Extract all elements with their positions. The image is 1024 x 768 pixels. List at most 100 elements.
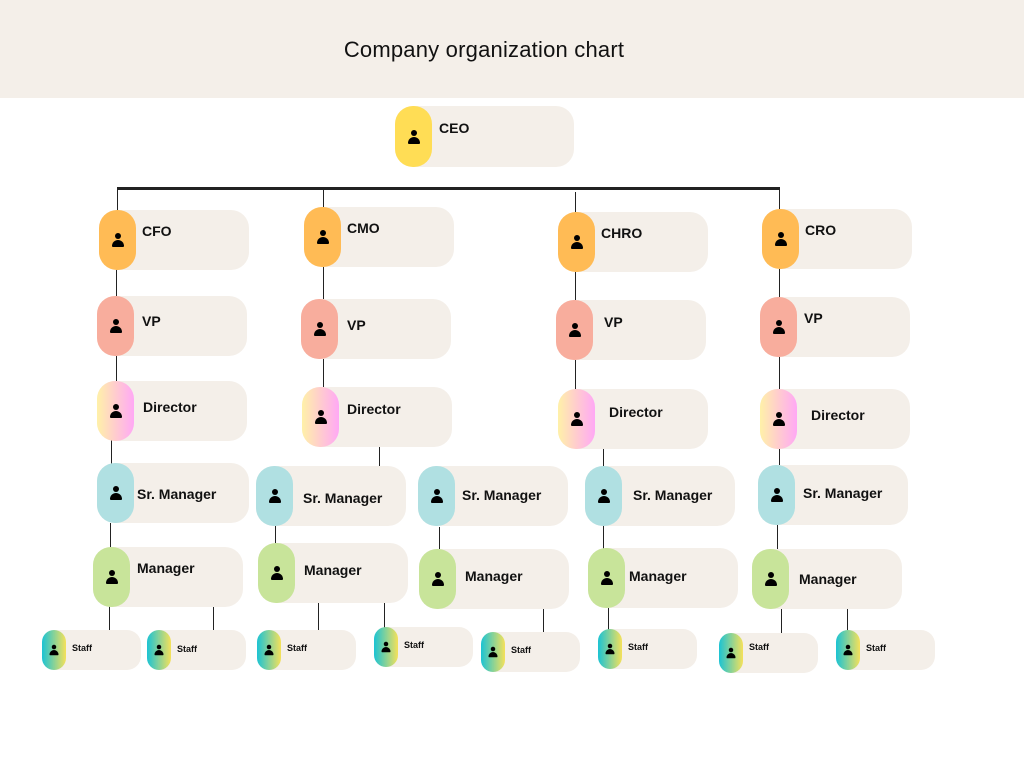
node-label: Staff bbox=[866, 643, 886, 653]
node-director[interactable]: Director bbox=[302, 387, 452, 447]
role-badge bbox=[258, 543, 295, 603]
person-icon bbox=[407, 129, 420, 144]
role-badge bbox=[257, 630, 281, 670]
person-icon bbox=[313, 322, 326, 336]
node-label: CEO bbox=[439, 120, 470, 136]
node-staff[interactable]: Staff bbox=[42, 630, 141, 670]
person-icon bbox=[770, 488, 783, 502]
node-staff[interactable]: Staff bbox=[481, 632, 580, 672]
person-icon bbox=[381, 641, 391, 653]
node-label: Director bbox=[143, 399, 197, 415]
person-icon bbox=[154, 644, 164, 656]
person-icon bbox=[488, 646, 498, 658]
connector bbox=[575, 271, 576, 301]
node-staff[interactable]: Staff bbox=[374, 627, 473, 667]
role-badge bbox=[588, 548, 625, 608]
role-badge bbox=[147, 630, 171, 670]
connector bbox=[110, 523, 111, 548]
node-staff[interactable]: Staff bbox=[836, 630, 935, 670]
role-badge bbox=[395, 106, 432, 167]
node-cfo[interactable]: CFO bbox=[99, 210, 249, 270]
header-banner bbox=[0, 0, 1024, 98]
node-manager[interactable]: Manager bbox=[93, 547, 243, 607]
connector bbox=[111, 440, 112, 465]
connector bbox=[323, 188, 324, 208]
node-label: Staff bbox=[177, 644, 197, 654]
node-sr-manager[interactable]: Sr. Manager bbox=[256, 466, 406, 526]
node-vp[interactable]: VP bbox=[97, 296, 247, 356]
node-label: CRO bbox=[805, 222, 837, 238]
node-label: Manager bbox=[629, 568, 687, 584]
node-director[interactable]: Director bbox=[97, 381, 247, 441]
person-icon bbox=[843, 644, 853, 656]
node-manager[interactable]: Manager bbox=[258, 543, 408, 603]
role-badge bbox=[418, 466, 455, 526]
node-label: Director bbox=[811, 407, 865, 423]
person-icon bbox=[431, 572, 444, 586]
node-cmo[interactable]: CMO bbox=[304, 207, 454, 267]
node-sr-manager[interactable]: Sr. Manager bbox=[97, 463, 249, 523]
role-badge bbox=[836, 630, 860, 670]
person-icon bbox=[600, 571, 613, 585]
node-staff[interactable]: Staff bbox=[719, 633, 818, 673]
connector bbox=[116, 268, 117, 298]
node-label: Manager bbox=[304, 562, 362, 578]
role-badge bbox=[719, 633, 743, 673]
node-sr-manager[interactable]: Sr. Manager bbox=[585, 466, 735, 526]
person-icon bbox=[109, 486, 122, 500]
node-ceo[interactable]: CEO bbox=[395, 106, 574, 167]
node-label: VP bbox=[347, 317, 366, 333]
person-icon bbox=[270, 566, 283, 580]
role-badge bbox=[558, 389, 595, 449]
connector bbox=[323, 358, 324, 388]
role-badge bbox=[419, 549, 456, 609]
role-badge bbox=[374, 627, 398, 667]
connector bbox=[847, 609, 848, 631]
role-badge bbox=[760, 297, 797, 357]
connector-top-bar bbox=[117, 187, 780, 190]
node-vp[interactable]: VP bbox=[760, 297, 910, 357]
node-vp[interactable]: VP bbox=[556, 300, 706, 360]
person-icon bbox=[597, 489, 610, 503]
person-icon bbox=[772, 412, 785, 426]
role-badge bbox=[302, 387, 339, 447]
node-label: Manager bbox=[465, 568, 523, 584]
person-icon bbox=[570, 235, 583, 249]
node-vp[interactable]: VP bbox=[301, 299, 451, 359]
node-manager[interactable]: Manager bbox=[419, 549, 569, 609]
connector bbox=[779, 188, 780, 210]
node-sr-manager[interactable]: Sr. Manager bbox=[418, 466, 568, 526]
connector bbox=[779, 357, 780, 390]
node-staff[interactable]: Staff bbox=[147, 630, 246, 670]
person-icon bbox=[568, 323, 581, 337]
node-staff[interactable]: Staff bbox=[598, 629, 697, 669]
node-manager[interactable]: Manager bbox=[588, 548, 738, 608]
node-manager[interactable]: Manager bbox=[752, 549, 902, 609]
role-badge bbox=[42, 630, 66, 670]
node-director[interactable]: Director bbox=[558, 389, 708, 449]
node-label: CFO bbox=[142, 223, 172, 239]
person-icon bbox=[570, 412, 583, 426]
page-title: Company organization chart bbox=[343, 37, 625, 62]
role-badge bbox=[758, 465, 795, 525]
role-badge bbox=[760, 389, 797, 449]
node-cro[interactable]: CRO bbox=[762, 209, 912, 269]
node-label: Staff bbox=[287, 643, 307, 653]
node-staff[interactable]: Staff bbox=[257, 630, 356, 670]
node-chro[interactable]: CHRO bbox=[558, 212, 708, 272]
person-icon bbox=[109, 319, 122, 333]
connector bbox=[779, 449, 780, 466]
node-label: Staff bbox=[511, 645, 531, 655]
connector bbox=[117, 188, 118, 210]
node-sr-manager[interactable]: Sr. Manager bbox=[758, 465, 908, 525]
connector bbox=[575, 192, 576, 212]
node-label: CHRO bbox=[601, 225, 643, 241]
node-label: Staff bbox=[404, 640, 424, 650]
connector bbox=[323, 266, 324, 300]
node-director[interactable]: Director bbox=[760, 389, 910, 449]
role-badge bbox=[99, 210, 136, 270]
role-badge bbox=[97, 381, 134, 441]
person-icon bbox=[268, 489, 281, 503]
role-badge bbox=[97, 296, 134, 356]
node-label: Staff bbox=[628, 642, 648, 652]
